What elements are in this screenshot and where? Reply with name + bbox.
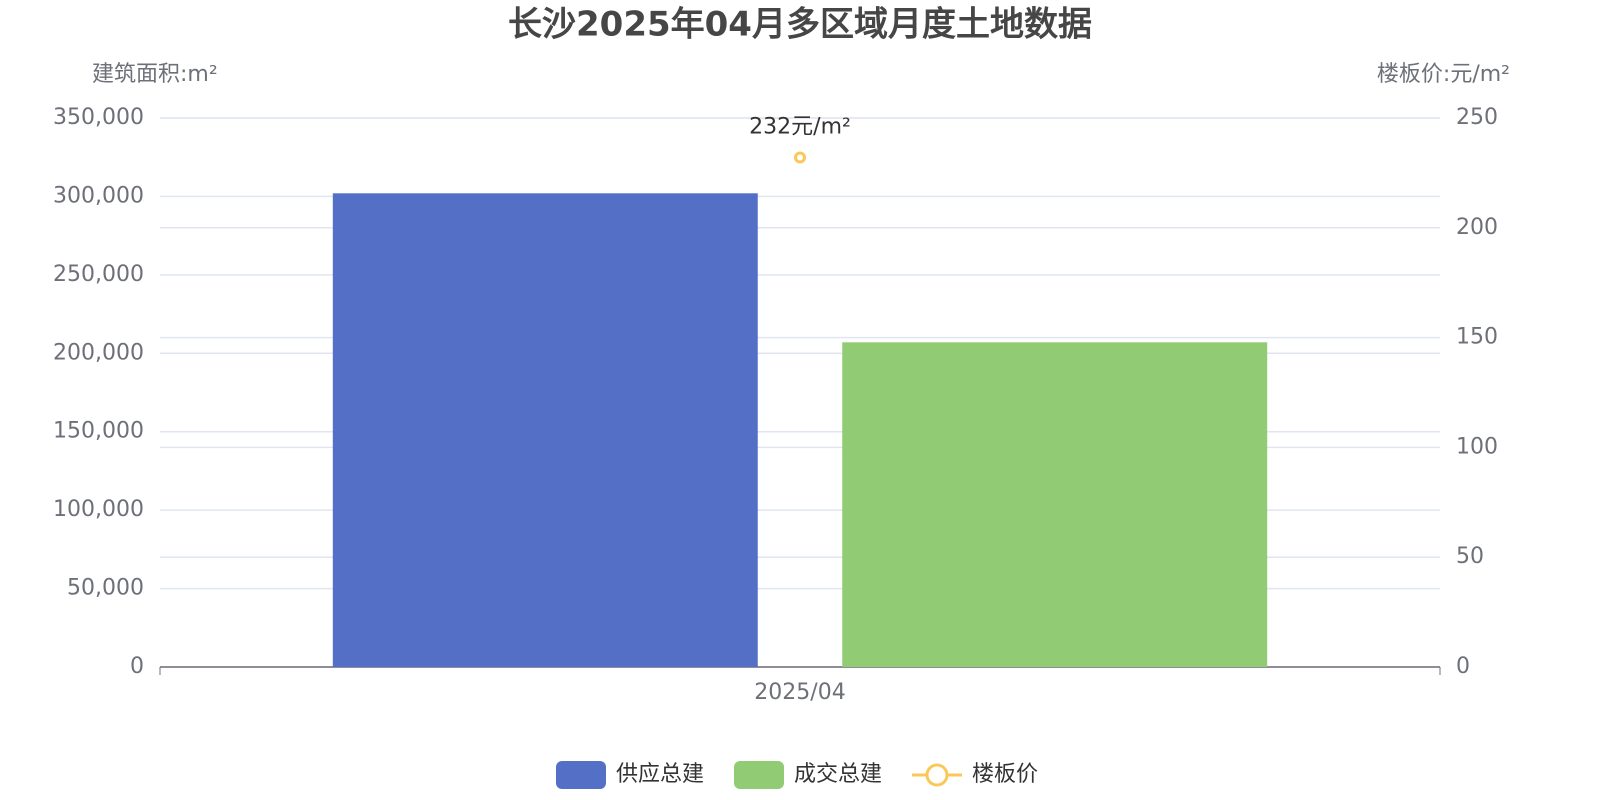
y2-tick-label: 150 — [1456, 325, 1498, 350]
legend-swatch — [556, 761, 606, 789]
chart-title: 长沙2025年04月多区域月度土地数据 — [508, 5, 1092, 45]
y2-tick-label: 50 — [1456, 544, 1484, 569]
legend-item[interactable]: 供应总建 — [556, 761, 704, 789]
legend-item[interactable]: 楼板价 — [912, 762, 1038, 787]
line-point — [794, 151, 806, 164]
legend-label: 成交总建 — [794, 762, 882, 787]
y-tick-label: 200,000 — [53, 340, 144, 365]
y2-tick-label: 250 — [1456, 105, 1498, 130]
y-axis-title: 建筑面积:m² — [92, 62, 218, 87]
y-tick-label: 300,000 — [53, 183, 144, 208]
y-tick-label: 250,000 — [53, 262, 144, 287]
x-tick-label: 2025/04 — [754, 680, 845, 705]
y2-tick-label: 200 — [1456, 215, 1498, 240]
y2-axis-title: 楼板价:元/m² — [1377, 62, 1510, 87]
y-tick-label: 0 — [130, 654, 144, 679]
y2-tick-label: 100 — [1456, 434, 1498, 459]
legend-label: 供应总建 — [616, 762, 704, 787]
legend-label: 楼板价 — [972, 762, 1038, 787]
legend-item[interactable]: 成交总建 — [734, 761, 882, 789]
y-tick-label: 100,000 — [53, 497, 144, 522]
y2-tick-label: 0 — [1456, 654, 1470, 679]
y-tick-label: 50,000 — [67, 576, 144, 601]
legend-symbol — [925, 763, 949, 787]
y-tick-label: 350,000 — [53, 105, 144, 130]
data-label: 232元/m² — [749, 115, 851, 140]
legend-swatch — [734, 761, 784, 789]
y-tick-label: 150,000 — [53, 419, 144, 444]
bar — [842, 342, 1268, 667]
bar — [332, 193, 758, 667]
